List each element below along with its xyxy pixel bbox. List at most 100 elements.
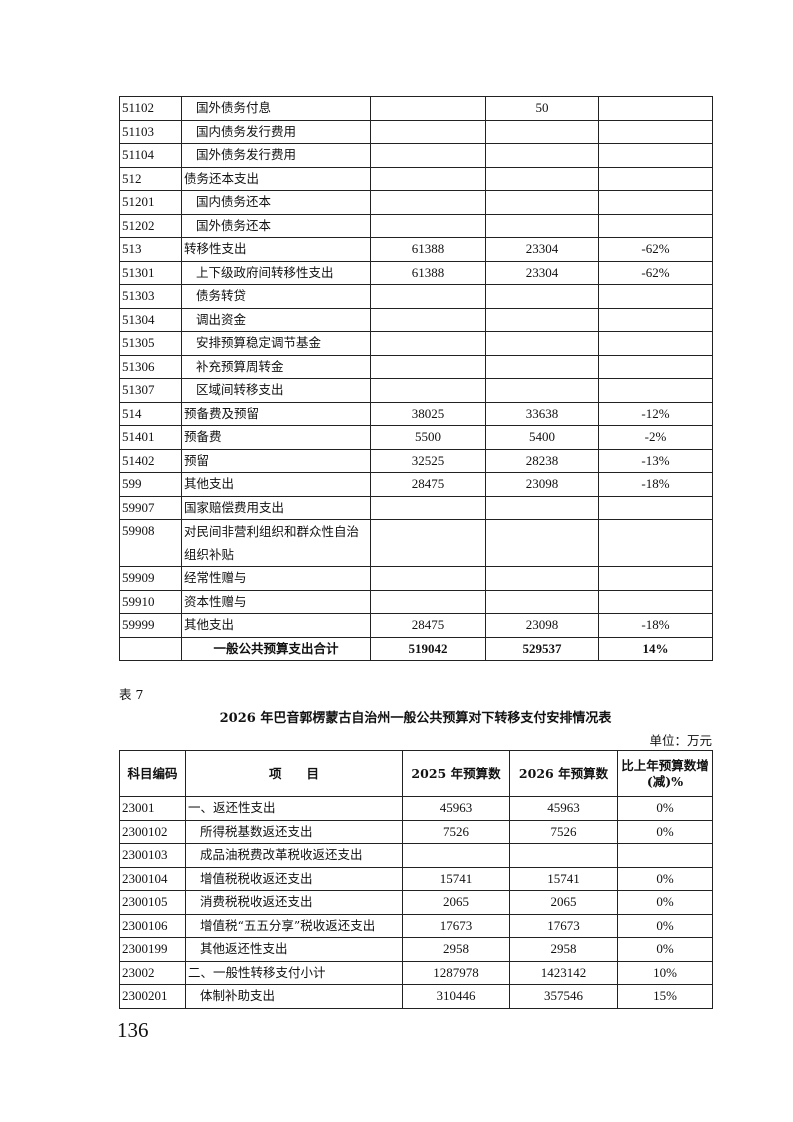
value-2026-cell: 23098 <box>485 472 599 497</box>
value-2025-cell <box>402 843 510 868</box>
value-2025-cell <box>370 495 486 520</box>
item-cell: 国家赔偿费用支出 <box>181 495 371 520</box>
value-2026-cell: 5400 <box>485 425 599 450</box>
header-change: 比上年预算数增(减)% <box>617 750 713 797</box>
code-cell: 51305 <box>119 331 182 356</box>
code-cell: 51402 <box>119 448 182 473</box>
change-cell: -12% <box>598 401 713 426</box>
change-cell: 10% <box>617 960 713 985</box>
table-row: 59909 经常性赠与 <box>119 566 713 591</box>
transfer-payment-table: 科目编码 项 目 2025 年预算数 2026 年预算数 比上年预算数增(减)%… <box>119 750 713 1009</box>
item-cell: 资本性赠与 <box>181 589 371 614</box>
table-row: 51305 安排预算稳定调节基金 <box>119 331 713 356</box>
item-cell: 债务转贷 <box>181 284 371 309</box>
change-cell <box>598 284 713 309</box>
change-cell: 0% <box>617 819 713 844</box>
value-2025-cell: 2958 <box>402 937 510 962</box>
table-row: 59908 对民间非营利组织和群众性自治组织补贴 <box>119 519 713 567</box>
item-cell: 上下级政府间转移性支出 <box>181 260 371 285</box>
change-cell <box>598 213 713 238</box>
change-cell: -2% <box>598 425 713 450</box>
item-cell: 体制补助支出 <box>185 984 403 1009</box>
value-2026-cell <box>485 378 599 403</box>
table-row: 59907 国家赔偿费用支出 <box>119 495 713 520</box>
table-row: 512 债务还本支出 <box>119 166 713 191</box>
table-row: 51202 国外债务还本 <box>119 213 713 238</box>
item-cell: 二、一般性转移支付小计 <box>185 960 403 985</box>
code-cell: 51301 <box>119 260 182 285</box>
value-2025-cell: 32525 <box>370 448 486 473</box>
code-cell: 2300201 <box>119 984 186 1009</box>
value-2026-cell: 28238 <box>485 448 599 473</box>
value-2025-cell <box>370 519 486 567</box>
code-cell: 51102 <box>119 96 182 121</box>
value-2026-cell <box>485 119 599 144</box>
change-cell: -62% <box>598 237 713 262</box>
table-row: 51201 国内债务还本 <box>119 190 713 215</box>
change-cell: -18% <box>598 613 713 638</box>
value-2025-cell <box>370 213 486 238</box>
item-cell: 消费税税收返还支出 <box>185 890 403 915</box>
code-cell: 59909 <box>119 566 182 591</box>
header-code: 科目编码 <box>119 750 186 797</box>
item-cell: 国内债务发行费用 <box>181 119 371 144</box>
table-row: 23002 二、一般性转移支付小计 1287978 1423142 10% <box>119 960 713 985</box>
value-2025-cell: 28475 <box>370 472 486 497</box>
table-row: 2300201 体制补助支出 310446 357546 15% <box>119 984 713 1009</box>
item-cell: 增值税税收返还支出 <box>185 866 403 891</box>
expenditure-table-continued: 51102 国外债务付息 50 51103 国内债务发行费用 51104 国外债务发行费用 5… <box>119 96 713 661</box>
item-cell: 国内债务还本 <box>181 190 371 215</box>
value-2025-cell: 61388 <box>370 237 486 262</box>
table-row: 51306 补充预算周转金 <box>119 354 713 379</box>
code-cell: 599 <box>119 472 182 497</box>
value-2025-cell <box>370 307 486 332</box>
table-row: 51307 区域间转移支出 <box>119 378 713 403</box>
item-cell: 预备费 <box>181 425 371 450</box>
item-cell: 转移性支出 <box>181 237 371 262</box>
header-item: 项 目 <box>185 750 403 797</box>
table-label: 表 7 <box>119 687 144 702</box>
change-cell <box>598 190 713 215</box>
table-row: 514 预备费及预留 38025 33638 -12% <box>119 401 713 426</box>
item-cell: 其他支出 <box>181 472 371 497</box>
code-cell: 2300199 <box>119 937 186 962</box>
table-row: 51402 预留 32525 28238 -13% <box>119 448 713 473</box>
code-cell: 512 <box>119 166 182 191</box>
item-cell: 经常性赠与 <box>181 566 371 591</box>
value-2026-cell: 23098 <box>485 613 599 638</box>
change-cell <box>598 166 713 191</box>
value-2026-cell <box>485 331 599 356</box>
value-2026-cell <box>485 166 599 191</box>
unit-label: 单位：万元 <box>649 733 712 748</box>
value-2026-cell: 15741 <box>509 866 618 891</box>
value-2026-cell: 1423142 <box>509 960 618 985</box>
change-cell: 0% <box>617 796 713 821</box>
code-cell: 2300106 <box>119 913 186 938</box>
table-row: 2300106 增值税“五五分享”税收返还支出 17673 17673 0% <box>119 913 713 938</box>
item-cell: 国外债务付息 <box>181 96 371 121</box>
value-2026-cell <box>485 143 599 168</box>
value-2025-cell: 45963 <box>402 796 510 821</box>
change-cell: -18% <box>598 472 713 497</box>
code-cell: 51201 <box>119 190 182 215</box>
change-cell: 0% <box>617 866 713 891</box>
value-2025-cell <box>370 378 486 403</box>
table-row: 51102 国外债务付息 50 <box>119 96 713 121</box>
value-2025-cell <box>370 284 486 309</box>
code-cell: 2300102 <box>119 819 186 844</box>
change-cell: 0% <box>617 890 713 915</box>
value-2026-cell: 33638 <box>485 401 599 426</box>
item-cell: 补充预算周转金 <box>181 354 371 379</box>
code-cell: 59999 <box>119 613 182 638</box>
table-row: 51104 国外债务发行费用 <box>119 143 713 168</box>
item-cell: 成品油税费改革税收返还支出 <box>185 843 403 868</box>
value-2026-cell: 7526 <box>509 819 618 844</box>
value-2025-cell: 5500 <box>370 425 486 450</box>
item-cell: 一、返还性支出 <box>185 796 403 821</box>
code-cell: 59908 <box>119 519 182 567</box>
change-cell: -13% <box>598 448 713 473</box>
table-row: 2300104 增值税税收返还支出 15741 15741 0% <box>119 866 713 891</box>
code-cell: 51103 <box>119 119 182 144</box>
item-cell: 预留 <box>181 448 371 473</box>
